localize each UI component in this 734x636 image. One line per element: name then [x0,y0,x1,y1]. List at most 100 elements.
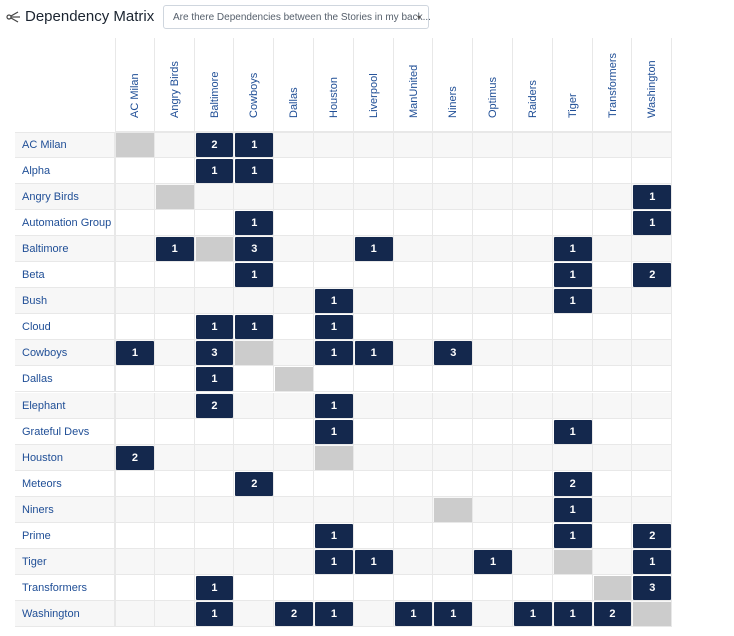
row-label[interactable]: Washington [22,608,80,620]
row-label[interactable]: Angry Birds [22,191,79,203]
dependency-count[interactable]: 1 [514,602,552,626]
dependency-count[interactable]: 1 [235,211,273,235]
dependency-count[interactable]: 1 [315,341,353,365]
matrix-cell [234,523,274,549]
matrix-cell [115,419,155,445]
dependency-count[interactable]: 1 [395,602,433,626]
matrix-cell [593,262,633,288]
dependency-count[interactable]: 1 [355,237,393,261]
dependency-count[interactable]: 1 [474,550,512,574]
dependency-count[interactable]: 1 [554,237,592,261]
matrix-cell [155,262,195,288]
dependency-count[interactable]: 2 [633,524,671,548]
dependency-count[interactable]: 1 [196,602,234,626]
column-label[interactable]: ManUnited [408,65,420,118]
dependency-count[interactable]: 1 [235,315,273,339]
column-label[interactable]: Raiders [527,80,539,118]
dependency-count[interactable]: 1 [315,602,353,626]
dependency-count[interactable]: 3 [196,341,234,365]
column-label[interactable]: Cowboys [248,73,260,118]
row-label[interactable]: Alpha [22,165,50,177]
row-label[interactable]: Baltimore [22,243,68,255]
column-label[interactable]: Angry Birds [169,61,181,118]
dependency-count[interactable]: 3 [633,576,671,600]
dependency-count[interactable]: 1 [355,341,393,365]
matrix-cell [354,184,394,210]
dependency-count[interactable]: 2 [554,472,592,496]
dependency-count[interactable]: 1 [554,602,592,626]
row-label[interactable]: Niners [22,504,54,516]
dependency-count[interactable]: 2 [275,602,313,626]
column-label[interactable]: Washington [646,60,658,118]
dependency-count[interactable]: 1 [116,341,154,365]
row-label[interactable]: Cowboys [22,347,67,359]
dependency-count[interactable]: 1 [315,524,353,548]
matrix-cell [354,210,394,236]
dependency-count[interactable]: 1 [156,237,194,261]
dependency-count[interactable]: 1 [355,550,393,574]
row-label[interactable]: Meteors [22,478,62,490]
dependency-count[interactable]: 1 [315,315,353,339]
dependency-count[interactable]: 1 [235,263,273,287]
column-label[interactable]: Optimus [487,77,499,118]
dependency-count[interactable]: 1 [196,367,234,391]
column-label[interactable]: Transformers [607,53,619,118]
dependency-count[interactable]: 1 [554,289,592,313]
dependency-count[interactable]: 1 [633,185,671,209]
matrix-right-border [671,38,672,627]
dependency-count[interactable]: 2 [235,472,273,496]
row-label[interactable]: Transformers [22,582,87,594]
column-label[interactable]: Niners [447,86,459,118]
dependency-count[interactable]: 1 [196,159,234,183]
column-label[interactable]: AC Milan [129,73,141,118]
dependency-count[interactable]: 2 [633,263,671,287]
row-label[interactable]: Automation Group [22,217,111,229]
matrix-cell [394,184,434,210]
dependency-count[interactable]: 2 [196,133,234,157]
row-label[interactable]: AC Milan [22,139,67,151]
dependency-count[interactable]: 1 [196,576,234,600]
matrix-cell [155,366,195,392]
dependency-count[interactable]: 1 [315,420,353,444]
matrix-cell [155,601,195,627]
row-label[interactable]: Elephant [22,400,65,412]
dependency-count[interactable]: 1 [554,498,592,522]
row-label[interactable]: Prime [22,530,51,542]
dependency-count[interactable]: 3 [434,341,472,365]
row-label[interactable]: Grateful Devs [22,426,89,438]
dependency-count[interactable]: 1 [315,550,353,574]
row-label[interactable]: Bush [22,295,47,307]
row-label[interactable]: Houston [22,452,63,464]
row-label[interactable]: Beta [22,269,45,281]
column-label[interactable]: Houston [328,77,340,118]
column-label[interactable]: Tiger [567,93,579,118]
dependency-count[interactable]: 1 [315,394,353,418]
dependency-count[interactable]: 1 [196,315,234,339]
row-label[interactable]: Dallas [22,373,53,385]
column-label[interactable]: Baltimore [209,72,221,118]
dependency-count[interactable]: 2 [196,394,234,418]
matrix-cell [553,184,593,210]
matrix-cell [394,523,434,549]
dependency-count[interactable]: 3 [235,237,273,261]
dependency-count[interactable]: 1 [633,550,671,574]
column-label[interactable]: Dallas [288,87,300,118]
dependency-count[interactable]: 1 [554,524,592,548]
matrix-cell [274,471,314,497]
row-label[interactable]: Cloud [22,321,51,333]
dependency-count[interactable]: 2 [116,446,154,470]
matrix-cell [155,132,195,158]
dependency-count[interactable]: 2 [594,602,632,626]
row-label[interactable]: Tiger [22,556,47,568]
dependency-count[interactable]: 1 [434,602,472,626]
column-label[interactable]: Liverpool [368,73,380,118]
dependency-count[interactable]: 1 [554,420,592,444]
dependency-count[interactable]: 1 [235,159,273,183]
dependency-count[interactable]: 1 [633,211,671,235]
matrix-cell [553,393,593,419]
dependency-count[interactable]: 1 [235,133,273,157]
matrix-cell [354,471,394,497]
dependency-count[interactable]: 1 [554,263,592,287]
matrix-cell [513,158,553,184]
dependency-count[interactable]: 1 [315,289,353,313]
